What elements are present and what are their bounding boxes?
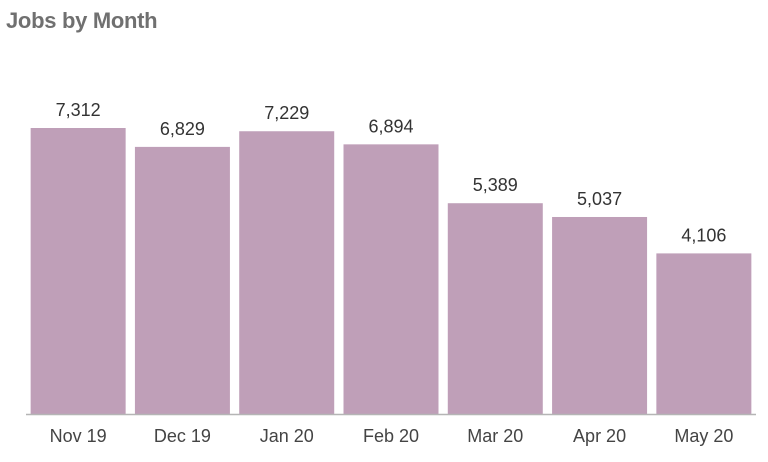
- x-tick-label: Nov 19: [50, 426, 107, 446]
- x-tick-labels: Nov 19 Dec 19 Jan 20 Feb 20 Mar 20 Apr 20 May …: [50, 426, 734, 446]
- data-label: 4,106: [681, 225, 726, 245]
- x-tick-label: May 20: [674, 426, 733, 446]
- data-label: 6,894: [368, 116, 413, 136]
- bar-feb-20: [343, 144, 439, 415]
- labels-layer: 7,312 6,829 7,229 6,894 5,389 5,037 4,106: [56, 100, 727, 245]
- bar-jan-20: [239, 131, 335, 414]
- x-tick-label: Mar 20: [467, 426, 523, 446]
- data-label: 7,312: [56, 100, 101, 120]
- x-tick-label: Feb 20: [363, 426, 419, 446]
- x-tick-label: Jan 20: [260, 426, 314, 446]
- chart-title: Jobs by Month: [6, 8, 158, 33]
- data-label: 7,229: [264, 103, 309, 123]
- bar-nov-19: [30, 128, 126, 414]
- data-label: 5,037: [577, 189, 622, 209]
- data-label: 5,389: [473, 175, 518, 195]
- bar-mar-20: [447, 203, 543, 414]
- bar-dec-19: [134, 146, 230, 414]
- x-tick-label: Dec 19: [154, 426, 211, 446]
- bars-layer: [30, 128, 752, 415]
- bar-apr-20: [552, 216, 648, 414]
- bar-may-20: [656, 253, 752, 414]
- x-tick-label: Apr 20: [573, 426, 626, 446]
- data-label: 6,829: [160, 119, 205, 139]
